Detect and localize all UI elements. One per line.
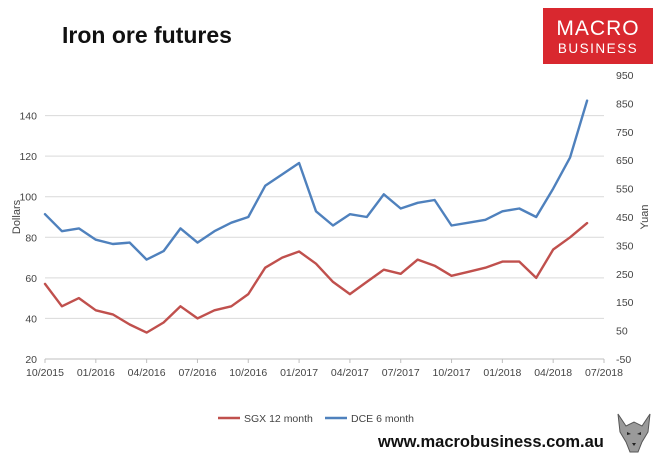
y-tick-left: 20 [25, 354, 37, 366]
y-tick-right: 450 [616, 212, 634, 224]
y-tick-left: 100 [19, 192, 37, 204]
series-line-dce-6-month [43, 99, 589, 261]
y-tick-right: 250 [616, 269, 634, 281]
y-tick-right: 550 [616, 184, 634, 196]
y-tick-right: -50 [616, 354, 631, 366]
y-tick-left: 140 [19, 111, 37, 123]
y-tick-right: 150 [616, 297, 634, 309]
y-axis-label-right: Yuan [639, 204, 651, 229]
logo-line-1: MACRO [556, 17, 640, 40]
macro-business-logo: MACRO BUSINESS [543, 8, 653, 64]
x-tick-label: 10/2015 [26, 367, 64, 379]
y-tick-right: 750 [616, 127, 634, 139]
y-tick-right: 50 [616, 326, 628, 338]
y-tick-left: 80 [25, 232, 37, 244]
wolf-logo-icon [617, 413, 651, 453]
chart-title: Iron ore futures [62, 22, 232, 48]
y-axis-label-left: Dollars [11, 199, 23, 234]
legend-label: DCE 6 month [351, 413, 414, 425]
x-tick-label: 04/2017 [331, 367, 369, 379]
logo-line-2: BUSINESS [557, 41, 639, 56]
x-tick-label: 04/2018 [534, 367, 572, 379]
y-tick-left: 40 [25, 313, 37, 325]
x-tick-label: 01/2018 [483, 367, 521, 379]
x-tick-label: 10/2017 [433, 367, 471, 379]
y-tick-right: 950 [616, 70, 634, 82]
y-tick-right: 350 [616, 240, 634, 252]
x-tick-label: 04/2016 [128, 367, 166, 379]
y-tick-left: 60 [25, 273, 37, 285]
y-tick-right: 850 [616, 98, 634, 110]
y-tick-left: 120 [19, 151, 37, 163]
legend-label: SGX 12 month [244, 413, 313, 425]
x-tick-label: 07/2017 [382, 367, 420, 379]
series-line-sgx-12-month [43, 221, 589, 334]
x-tick-label: 07/2018 [585, 367, 623, 379]
y-tick-right: 650 [616, 155, 634, 167]
x-tick-label: 01/2016 [77, 367, 115, 379]
x-tick-label: 01/2017 [280, 367, 318, 379]
website-footer: www.macrobusiness.com.au [378, 433, 604, 451]
x-tick-label: 07/2016 [178, 367, 216, 379]
x-tick-label: 10/2016 [229, 367, 267, 379]
